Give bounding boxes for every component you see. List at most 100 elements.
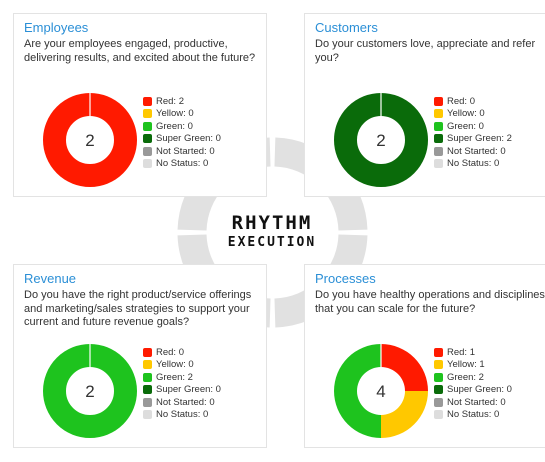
legend-label: No Status: 0: [156, 158, 209, 170]
yellow-swatch: [143, 360, 152, 370]
card-title[interactable]: Revenue: [24, 271, 77, 286]
legend-item-no-status: No Status: 0: [434, 409, 512, 422]
not-started-swatch: [434, 397, 443, 407]
employees-card[interactable]: Employees Are your employees engaged, pr…: [13, 13, 267, 197]
status-legend: Red: 0 Yellow: 0 Green: 2 Super Green: 0…: [143, 346, 221, 421]
legend-label: Super Green: 2: [447, 133, 512, 145]
card-question: Do you have healthy operations and disci…: [315, 289, 545, 315]
legend-item-red: Red: 2: [143, 95, 221, 108]
legend-item-green: Green: 2: [434, 371, 512, 384]
logo-line-2: EXECUTION: [227, 235, 317, 250]
yellow-swatch: [434, 109, 443, 119]
status-donut-chart[interactable]: 4: [333, 343, 429, 439]
donut-slice-red[interactable]: [381, 344, 428, 391]
legend-item-not-started: Not Started: 0: [143, 145, 221, 158]
not-started-swatch: [434, 146, 443, 156]
super-green-swatch: [143, 134, 152, 144]
red-swatch: [434, 96, 443, 106]
status-donut-chart[interactable]: 2: [333, 92, 429, 188]
super-green-swatch: [434, 385, 443, 395]
legend-label: Not Started: 0: [156, 145, 215, 157]
donut-total: 2: [85, 382, 94, 401]
donut-total: 2: [376, 131, 385, 150]
green-swatch: [143, 372, 152, 382]
legend-item-no-status: No Status: 0: [434, 158, 512, 171]
no-status-swatch: [434, 410, 443, 420]
legend-item-yellow: Yellow: 1: [434, 359, 512, 372]
legend-label: Super Green: 0: [447, 384, 512, 396]
legend-item-super-green: Super Green: 2: [434, 133, 512, 146]
super-green-swatch: [143, 385, 152, 395]
legend-label: Yellow: 0: [156, 359, 194, 371]
legend-item-super-green: Super Green: 0: [434, 384, 512, 397]
legend-item-yellow: Yellow: 0: [143, 359, 221, 372]
legend-item-no-status: No Status: 0: [143, 409, 221, 422]
legend-item-not-started: Not Started: 0: [434, 396, 512, 409]
card-question: Do you have the right product/service of…: [24, 289, 252, 328]
legend-label: No Status: 0: [447, 158, 500, 170]
no-status-swatch: [434, 159, 443, 169]
no-status-swatch: [143, 159, 152, 169]
green-swatch: [434, 372, 443, 382]
legend-label: Red: 1: [447, 346, 475, 358]
legend-item-red: Red: 0: [143, 346, 221, 359]
legend-item-super-green: Super Green: 0: [143, 133, 221, 146]
legend-item-no-status: No Status: 0: [143, 158, 221, 171]
yellow-swatch: [143, 109, 152, 119]
legend-label: Green: 2: [447, 371, 484, 383]
legend-label: No Status: 0: [447, 409, 500, 421]
legend-label: Green: 0: [156, 120, 193, 132]
legend-label: Yellow: 0: [447, 108, 485, 120]
rhythm-logo: RHYTHM EXECUTION: [202, 212, 342, 252]
status-legend: Red: 1 Yellow: 1 Green: 2 Super Green: 0…: [434, 346, 512, 421]
logo-line-1: RHYTHM: [231, 212, 313, 234]
card-question: Are your employees engaged, productive, …: [24, 38, 256, 64]
donut-total: 4: [376, 382, 385, 401]
revenue-card[interactable]: Revenue Do you have the right product/se…: [13, 264, 267, 448]
legend-label: Not Started: 0: [156, 396, 215, 408]
legend-item-yellow: Yellow: 0: [434, 108, 512, 121]
legend-label: Red: 0: [156, 346, 184, 358]
legend-label: Not Started: 0: [447, 145, 506, 157]
red-swatch: [434, 347, 443, 357]
legend-label: No Status: 0: [156, 409, 209, 421]
card-title[interactable]: Processes: [315, 271, 376, 286]
legend-label: Green: 0: [447, 120, 484, 132]
customers-card[interactable]: Customers Do your customers love, apprec…: [304, 13, 545, 197]
red-swatch: [143, 96, 152, 106]
legend-item-green: Green: 0: [143, 120, 221, 133]
legend-label: Yellow: 0: [156, 108, 194, 120]
legend-item-red: Red: 1: [434, 346, 512, 359]
no-status-swatch: [143, 410, 152, 420]
status-donut-chart[interactable]: 2: [42, 343, 138, 439]
donut-slice-yellow[interactable]: [381, 391, 428, 438]
super-green-swatch: [434, 134, 443, 144]
donut-total: 2: [85, 131, 94, 150]
legend-item-red: Red: 0: [434, 95, 512, 108]
legend-item-yellow: Yellow: 0: [143, 108, 221, 121]
legend-label: Super Green: 0: [156, 133, 221, 145]
legend-label: Red: 0: [447, 95, 475, 107]
legend-item-green: Green: 0: [434, 120, 512, 133]
legend-label: Yellow: 1: [447, 359, 485, 371]
card-title[interactable]: Employees: [24, 20, 89, 35]
yellow-swatch: [434, 360, 443, 370]
legend-label: Super Green: 0: [156, 384, 221, 396]
legend-label: Red: 2: [156, 95, 184, 107]
legend-item-green: Green: 2: [143, 371, 221, 384]
card-title[interactable]: Customers: [315, 20, 378, 35]
legend-item-not-started: Not Started: 0: [143, 396, 221, 409]
processes-card[interactable]: Processes Do you have healthy operations…: [304, 264, 545, 448]
not-started-swatch: [143, 397, 152, 407]
status-legend: Red: 0 Yellow: 0 Green: 0 Super Green: 2…: [434, 95, 512, 170]
status-donut-chart[interactable]: 2: [42, 92, 138, 188]
green-swatch: [143, 121, 152, 131]
card-question: Do your customers love, appreciate and r…: [315, 38, 536, 64]
red-swatch: [143, 347, 152, 357]
legend-item-not-started: Not Started: 0: [434, 145, 512, 158]
status-legend: Red: 2 Yellow: 0 Green: 0 Super Green: 0…: [143, 95, 221, 170]
donut-slice-green[interactable]: [334, 344, 381, 438]
legend-label: Not Started: 0: [447, 396, 506, 408]
green-swatch: [434, 121, 443, 131]
legend-item-super-green: Super Green: 0: [143, 384, 221, 397]
